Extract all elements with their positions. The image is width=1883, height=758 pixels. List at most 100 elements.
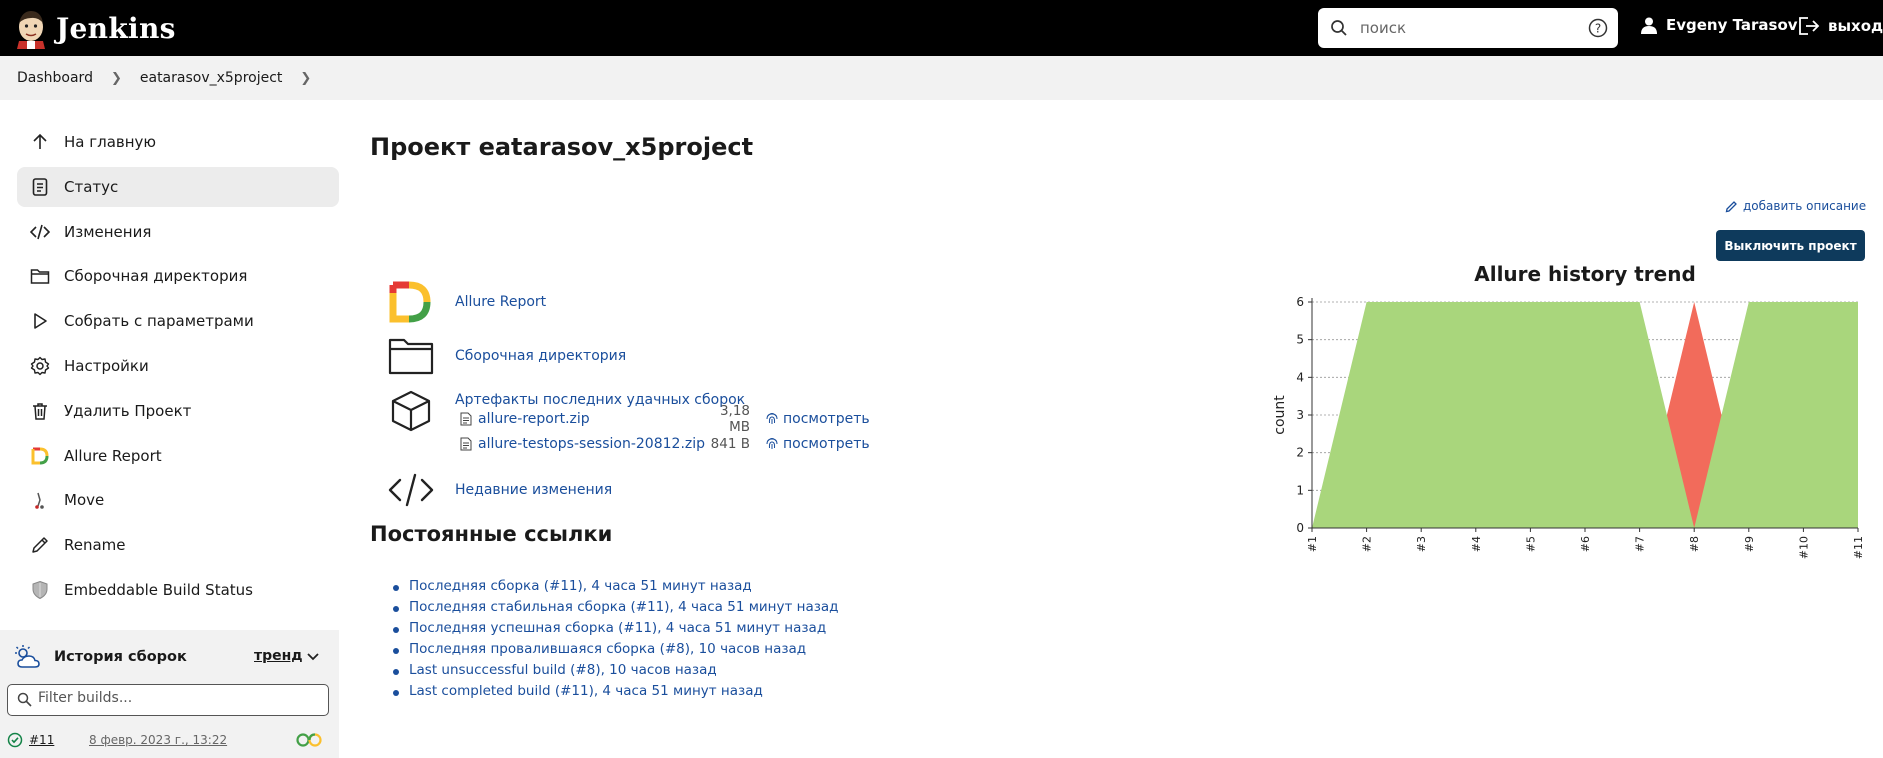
y-tick-label: 0 <box>1296 521 1304 535</box>
sidebar-item-embeddable-build-status[interactable]: Embeddable Build Status <box>17 570 339 610</box>
y-tick-label: 3 <box>1296 408 1304 422</box>
user-icon <box>1641 17 1657 34</box>
sidebar-item-build-with-params[interactable]: Собрать с параметрами <box>17 301 339 341</box>
y-tick-label: 5 <box>1296 333 1304 347</box>
filter-builds-input[interactable] <box>38 690 318 706</box>
add-description-link[interactable]: добавить описание <box>1725 199 1866 213</box>
svg-text:?: ? <box>1595 22 1601 36</box>
move-icon <box>35 493 44 510</box>
workspace-link[interactable]: Сборочная директория <box>455 348 627 364</box>
trend-link[interactable]: тренд <box>254 648 303 664</box>
permalinks-title: Постоянные ссылки <box>370 522 613 546</box>
sidebar-item-label: Статус <box>64 177 119 196</box>
gear-icon <box>30 356 50 376</box>
package-icon <box>385 388 437 434</box>
workspace-row: Сборочная директория <box>385 333 626 379</box>
sidebar-item-label: Настройки <box>64 356 149 375</box>
artifact-view-link[interactable]: посмотреть <box>783 436 870 452</box>
sidebar-item-changes[interactable]: Изменения <box>17 212 339 252</box>
artifacts-title-link[interactable]: Артефакты последних удачных сборок <box>455 392 746 408</box>
y-tick-label: 1 <box>1296 483 1304 497</box>
sidebar-item-workspace[interactable]: Сборочная директория <box>17 256 339 296</box>
sidebar-item-label: Изменения <box>64 222 152 241</box>
weather-icon <box>15 645 40 668</box>
artifact-file-size: 3,18 MB <box>719 403 750 435</box>
allure-report-row: Allure Report <box>385 279 546 325</box>
permalink-last-failed[interactable]: Последняя провалившаяся сборка (#8), 10 … <box>409 641 807 657</box>
search-box[interactable]: ? <box>1318 8 1618 48</box>
filter-builds-field[interactable] <box>7 684 329 716</box>
permalink-last-stable[interactable]: Последняя стабильная сборка (#11), 4 час… <box>409 599 839 615</box>
chevron-right-icon[interactable]: ❯ <box>300 70 312 86</box>
page-title: Проект eatarasov_x5project <box>370 133 754 161</box>
chart-title: Allure history trend <box>1474 262 1696 286</box>
fingerprint-icon[interactable] <box>765 411 779 425</box>
sidebar-item-home[interactable]: На главную <box>17 122 339 162</box>
allure-build-icon[interactable] <box>295 731 327 747</box>
x-tick-label: #6 <box>1579 536 1592 552</box>
code-icon <box>30 224 50 239</box>
sidebar-item-move[interactable]: Move <box>17 480 339 520</box>
build-history-header: История сборок тренд <box>14 642 324 672</box>
fingerprint-icon[interactable] <box>765 436 779 450</box>
artifact-file-row: allure-testops-session-20812.zip 841 B п… <box>460 433 870 455</box>
breadcrumb-dashboard[interactable]: Dashboard <box>17 70 93 86</box>
x-tick-label: #4 <box>1470 536 1483 552</box>
permalink-last-unsuccessful[interactable]: Last unsuccessful build (#8), 10 часов н… <box>409 662 717 678</box>
x-tick-label: #9 <box>1743 536 1756 552</box>
artifact-file-link[interactable]: allure-report.zip <box>478 411 590 427</box>
sidebar-item-settings[interactable]: Настройки <box>17 346 339 386</box>
artifact-file-link[interactable]: allure-testops-session-20812.zip <box>478 436 706 452</box>
folder-icon <box>385 333 437 379</box>
allure-report-link[interactable]: Allure Report <box>455 294 547 310</box>
shield-icon <box>32 580 48 600</box>
sidebar-item-label: Собрать с параметрами <box>64 312 254 331</box>
logout-link[interactable]: выход <box>1798 16 1883 36</box>
pencil-icon <box>1725 200 1737 212</box>
chevron-down-icon[interactable] <box>306 650 320 664</box>
allure-logo-icon <box>385 279 437 325</box>
user-link[interactable]: Evgeny Tarasov <box>1640 16 1798 34</box>
play-icon <box>34 313 47 329</box>
sidebar-item-label: Move <box>64 491 105 510</box>
logout-label: выход <box>1828 17 1883 35</box>
jenkins-butler-icon <box>17 11 45 49</box>
build-date-link[interactable]: 8 февр. 2023 г., 13:22 <box>89 733 228 747</box>
artifacts-block: Артефакты последних удачных сборок allur… <box>455 389 870 452</box>
sidebar-item-rename[interactable]: Rename <box>17 525 339 565</box>
add-description-label: добавить описание <box>1743 199 1867 213</box>
permalink-item: Последняя сборка (#11), 4 часа 51 минут … <box>393 578 839 599</box>
sidebar-item-status[interactable]: Статус <box>17 166 339 207</box>
sidebar-item-label: На главную <box>64 133 157 151</box>
y-tick-label: 6 <box>1296 295 1304 309</box>
breadcrumb-project[interactable]: eatarasov_x5project <box>139 70 283 86</box>
build-history-panel: История сборок тренд #11 8 февр. 2023 г.… <box>0 630 339 758</box>
breadcrumb: Dashboard ❯ eatarasov_x5project ❯ <box>0 56 1883 100</box>
x-tick-label: #3 <box>1415 536 1428 552</box>
sidebar-item-label: Сборочная директория <box>64 267 248 286</box>
build-row[interactable]: #11 8 февр. 2023 г., 13:22 <box>7 728 329 752</box>
disable-project-button[interactable]: Выключить проект <box>1716 230 1865 261</box>
jenkins-logo[interactable]: Jenkins <box>14 7 176 49</box>
permalink-item: Last completed build (#11), 4 часа 51 ми… <box>393 683 839 704</box>
top-bar: Jenkins ? Evgeny Tarasov выход <box>0 0 1883 56</box>
permalink-last-completed[interactable]: Last completed build (#11), 4 часа 51 ми… <box>409 683 763 699</box>
app-name: Jenkins <box>56 11 176 45</box>
folder-icon <box>30 269 50 285</box>
artifact-view-link[interactable]: посмотреть <box>783 411 870 427</box>
build-history-title: История сборок <box>54 649 187 665</box>
build-number-link[interactable]: #11 <box>29 733 55 747</box>
permalink-last-build[interactable]: Последняя сборка (#11), 4 часа 51 минут … <box>409 578 752 594</box>
y-axis-label: count <box>1272 395 1288 435</box>
allure-trend-chart[interactable]: Allure history trend 0 1 2 3 4 5 6 #1 #2 #3 #4 #5 #6… <box>1268 258 1868 563</box>
sidebar-item-delete-project[interactable]: Удалить Проект <box>17 391 339 431</box>
help-icon[interactable]: ? <box>1588 18 1608 38</box>
permalink-last-successful[interactable]: Последняя успешная сборка (#11), 4 часа … <box>409 620 827 636</box>
search-input[interactable] <box>1360 16 1580 40</box>
permalink-item: Last unsuccessful build (#8), 10 часов н… <box>393 662 839 683</box>
artifact-file-row: allure-report.zip 3,18 MB посмотреть <box>460 403 870 435</box>
recent-changes-link[interactable]: Недавние изменения <box>455 482 613 498</box>
x-tick-label: #2 <box>1361 536 1374 552</box>
sidebar-item-allure-report[interactable]: Allure Report <box>17 436 339 476</box>
permalink-item: Последняя провалившаяся сборка (#8), 10 … <box>393 641 839 662</box>
